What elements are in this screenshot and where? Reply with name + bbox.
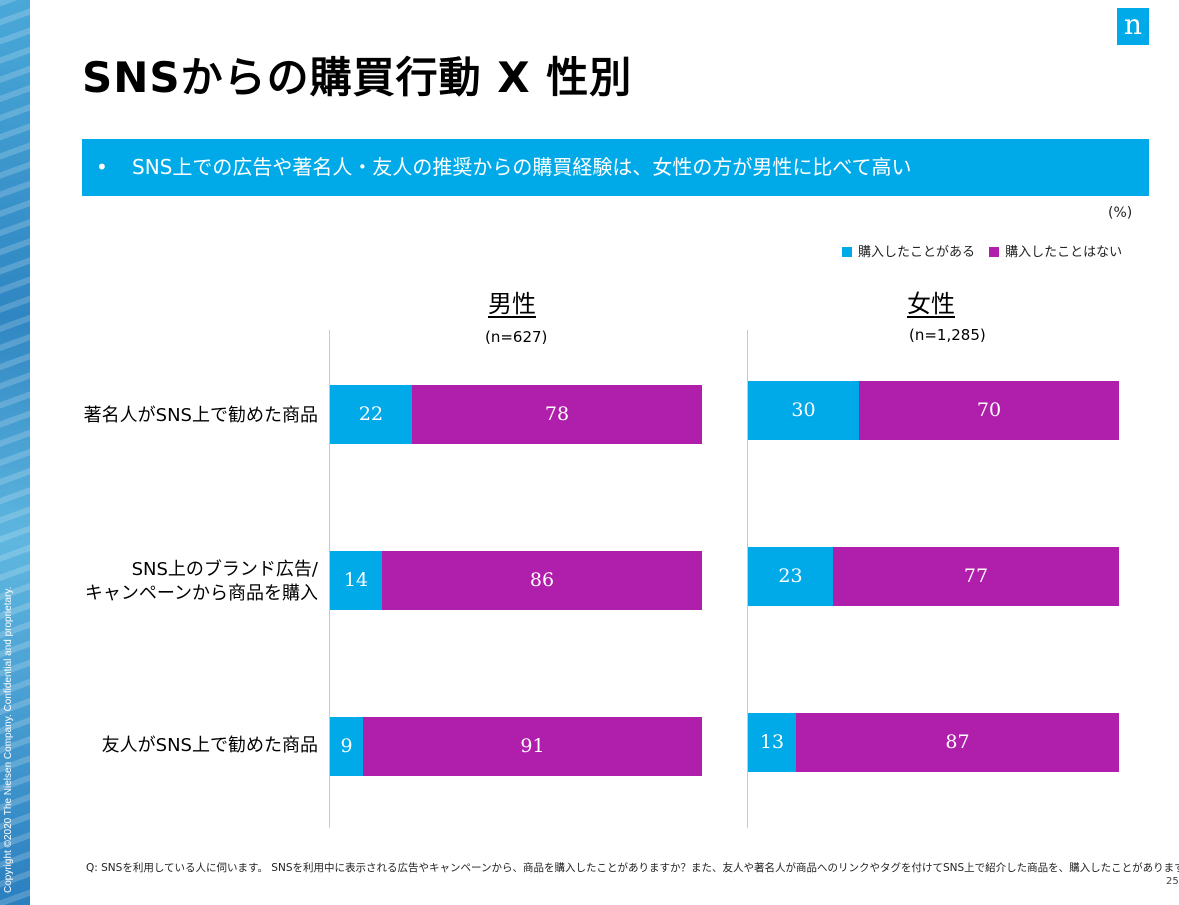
- bar-male-1-purchased: 22: [330, 385, 412, 444]
- summary-text: SNS上での広告や著名人・友人の推奨からの購買経験は、女性の方が男性に比べて高い: [132, 155, 912, 179]
- axis-line-female: [747, 330, 748, 828]
- copyright-text: Copyright ©2020 The Nielsen Company. Con…: [3, 586, 14, 893]
- data-label: 30: [791, 399, 816, 421]
- legend-swatch-purchased: [842, 246, 852, 257]
- legend-label-not-purchased: 購入したことはない: [1005, 245, 1123, 260]
- bar-male-3-purchased: 9: [330, 717, 363, 776]
- panel-title-male: 男性: [488, 290, 536, 318]
- nielsen-logo: n: [1117, 8, 1149, 45]
- legend-item-not-purchased: 購入したことはない: [989, 245, 1122, 260]
- data-label: 23: [778, 565, 803, 587]
- panel-title-female: 女性: [907, 290, 955, 318]
- legend-item-purchased: 購入したことがある: [842, 245, 975, 260]
- unit-label: (%): [1108, 205, 1133, 221]
- data-label: 91: [520, 735, 545, 757]
- bullet-icon: •: [96, 155, 108, 179]
- chart-legend: 購入したことがある 購入したことはない: [842, 241, 1132, 260]
- bar-male-3-not-purchased: 91: [363, 717, 702, 776]
- bar-male-2-not-purchased: 86: [382, 551, 702, 610]
- summary-banner: • SNS上での広告や著名人・友人の推奨からの購買経験は、女性の方が男性に比べて高…: [82, 139, 1149, 196]
- bar-female-2-purchased: 23: [748, 547, 833, 606]
- axis-line-male: [329, 330, 330, 828]
- bar-female-1-purchased: 30: [748, 381, 859, 440]
- legend-label-purchased: 購入したことがある: [858, 245, 976, 260]
- data-label: 14: [343, 569, 369, 591]
- data-label: 86: [529, 569, 555, 591]
- bar-male-1-not-purchased: 78: [412, 385, 702, 444]
- page-number: 25: [1166, 876, 1179, 887]
- data-label: 70: [976, 399, 1002, 421]
- bar-male-2-purchased: 14: [330, 551, 382, 610]
- data-label: 13: [759, 731, 785, 753]
- category-label-celebrity: 著名人がSNS上で勧めた商品: [83, 405, 318, 426]
- data-label: 22: [358, 403, 384, 425]
- bar-female-3-not-purchased: 87: [796, 713, 1119, 772]
- data-label: 9: [340, 735, 353, 757]
- panel-n-male: (n=627): [485, 328, 548, 346]
- page-title: SNSからの購買行動 X 性別: [82, 53, 633, 102]
- bar-female-3-purchased: 13: [748, 713, 796, 772]
- category-label-friend: 友人がSNS上で勧めた商品: [101, 735, 318, 756]
- bar-female-2-not-purchased: 77: [833, 547, 1119, 606]
- category-label-brand-ads: SNS上のブランド広告/ キャンペーンから商品を購入: [84, 559, 318, 604]
- panel-n-female: (n=1,285): [909, 326, 986, 344]
- data-label: 87: [945, 731, 970, 753]
- bar-female-1-not-purchased: 70: [859, 381, 1119, 440]
- data-label: 78: [544, 403, 570, 425]
- decorative-side-band: [0, 0, 30, 905]
- legend-swatch-not-purchased: [989, 246, 1000, 257]
- survey-question: Q: SNSを利用している人に伺います。 SNSを利用中に表示される広告やキャン…: [86, 862, 1179, 874]
- data-label: 77: [963, 565, 989, 587]
